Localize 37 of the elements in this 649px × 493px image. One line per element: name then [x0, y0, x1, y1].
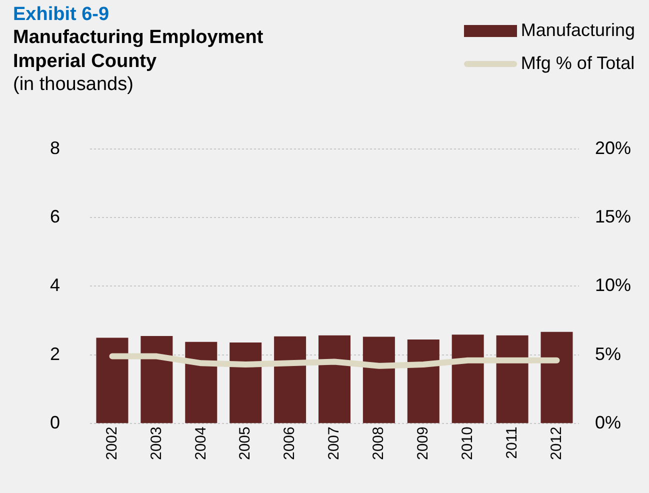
chart-title: Exhibit 6-9	[13, 4, 110, 26]
x-tick-label: 2003	[148, 426, 165, 460]
x-tick-label: 2002	[103, 426, 120, 460]
y2-tick-label: 0%	[594, 412, 621, 433]
legend-label: Manufacturing	[520, 20, 635, 41]
y2-tick-label: 10%	[594, 275, 632, 296]
y2-tick-label: 5%	[594, 344, 621, 364]
y-tick-label: 4	[50, 275, 60, 296]
x-tick-label: 2010	[458, 426, 476, 460]
chart-subtitle: Manufacturing Employment Imperial County	[13, 26, 264, 74]
y2-tick-label: 20%	[594, 138, 632, 158]
bar	[185, 342, 218, 424]
y-tick-label: 8	[50, 138, 60, 158]
bar	[540, 332, 573, 424]
bar	[274, 336, 306, 424]
bar	[230, 342, 262, 424]
bar	[140, 336, 173, 424]
y2-tick-label: 15%	[594, 206, 632, 226]
x-tick-label: 2006	[281, 426, 298, 460]
bar	[362, 336, 395, 424]
bar	[452, 334, 484, 424]
x-tick-label: 2012	[548, 426, 565, 460]
x-tick-label: 2007	[326, 426, 343, 460]
y-axis-title: (in thousands)	[13, 74, 134, 96]
y-tick-label: 0	[50, 412, 60, 433]
bar	[318, 335, 350, 424]
x-tick-label: 2004	[192, 426, 210, 460]
bar	[407, 339, 440, 424]
x-tick-label: 2005	[236, 426, 254, 460]
x-tick-label: 2008	[370, 426, 388, 460]
bar	[496, 335, 528, 424]
bar	[96, 338, 128, 424]
legend-label: Mfg % of Total	[520, 53, 635, 74]
y-tick-label: 6	[50, 206, 60, 226]
y-tick-label: 2	[50, 344, 60, 364]
x-tick-label: 2009	[414, 426, 432, 460]
x-tick-label: 2011	[503, 426, 520, 459]
